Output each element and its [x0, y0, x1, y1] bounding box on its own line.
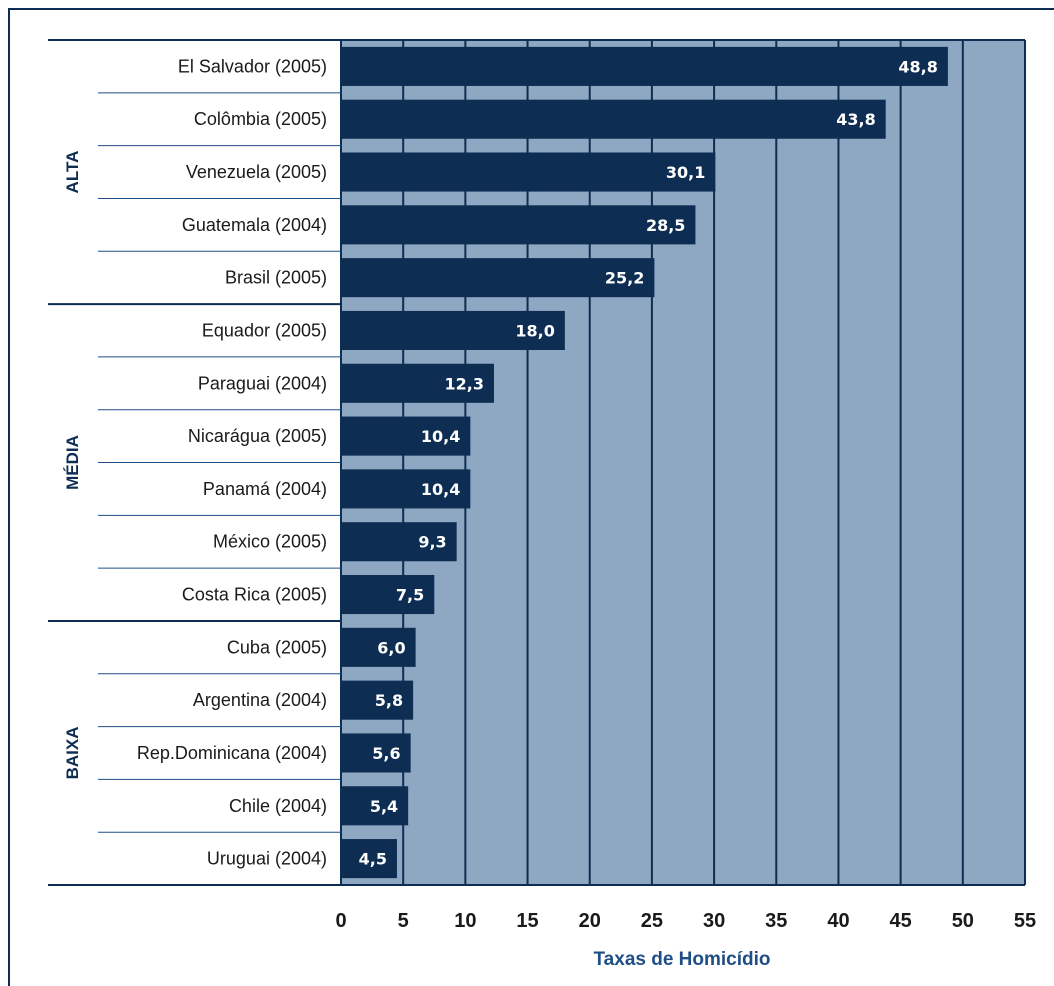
data-label: 18,0	[515, 321, 554, 340]
x-tick-label: 5	[398, 910, 409, 932]
category-label: Cuba (2005)	[227, 637, 327, 657]
category-label: México (2005)	[213, 532, 327, 552]
bar	[341, 310, 565, 351]
x-tick-label: 55	[1014, 910, 1036, 932]
data-label: 5,8	[375, 691, 403, 710]
group-label: MÉDIA	[63, 435, 82, 490]
category-label: Chile (2004)	[229, 796, 327, 816]
x-tick-label: 25	[641, 910, 663, 932]
data-label: 10,4	[421, 427, 460, 446]
bar	[341, 574, 435, 615]
category-label: Equador (2005)	[202, 320, 327, 340]
category-label: Paraguai (2004)	[198, 373, 327, 393]
group-label: BAIXA	[63, 727, 82, 780]
x-tick-label: 50	[952, 910, 974, 932]
data-label: 12,3	[444, 374, 483, 393]
x-tick-label: 10	[454, 910, 476, 932]
x-tick-label: 20	[579, 910, 601, 932]
x-tick-label: 40	[827, 910, 849, 932]
data-label: 4,5	[359, 850, 387, 869]
x-tick-label: 15	[516, 910, 538, 932]
data-label: 5,4	[370, 797, 398, 816]
data-label: 7,5	[396, 586, 424, 605]
bar	[341, 258, 655, 298]
data-label: 25,2	[605, 269, 644, 288]
category-label: Colômbia (2005)	[194, 109, 327, 129]
x-tick-label: 45	[890, 910, 912, 932]
category-label: Guatemala (2004)	[182, 215, 327, 235]
x-axis-title: Taxas de Homicídio	[593, 949, 770, 970]
data-label: 43,8	[836, 110, 875, 129]
bar	[341, 680, 414, 720]
data-label: 5,6	[372, 744, 400, 763]
bar	[341, 469, 471, 509]
data-label: 28,5	[646, 216, 685, 235]
category-label: Argentina (2004)	[193, 690, 327, 710]
bar	[341, 416, 471, 456]
category-label: Uruguai (2004)	[207, 849, 327, 869]
bar	[341, 627, 416, 667]
bar	[341, 733, 411, 773]
category-label: Panamá (2004)	[203, 479, 327, 499]
category-label: Rep.Dominicana (2004)	[137, 743, 327, 763]
data-label: 10,4	[421, 480, 460, 499]
x-tick-label: 35	[765, 910, 787, 932]
data-label: 9,3	[418, 533, 446, 552]
category-label: Nicarágua (2005)	[188, 426, 327, 446]
group-label: ALTA	[63, 151, 82, 194]
x-tick-label: 0	[335, 910, 346, 932]
chart-frame	[8, 8, 1054, 986]
bar	[341, 363, 494, 403]
category-label: Brasil (2005)	[225, 268, 327, 288]
data-label: 48,8	[898, 57, 937, 76]
bar	[341, 839, 397, 879]
category-label: Costa Rica (2005)	[182, 585, 327, 605]
bar	[341, 522, 457, 562]
data-label: 30,1	[666, 163, 705, 182]
bar	[341, 152, 716, 192]
category-label: El Salvador (2005)	[178, 56, 327, 76]
x-tick-label: 30	[703, 910, 725, 932]
data-label: 6,0	[377, 638, 405, 657]
bar	[341, 99, 886, 139]
bar	[341, 46, 948, 86]
category-label: Venezuela (2005)	[186, 162, 327, 182]
bar	[341, 205, 696, 245]
bar	[341, 786, 409, 826]
